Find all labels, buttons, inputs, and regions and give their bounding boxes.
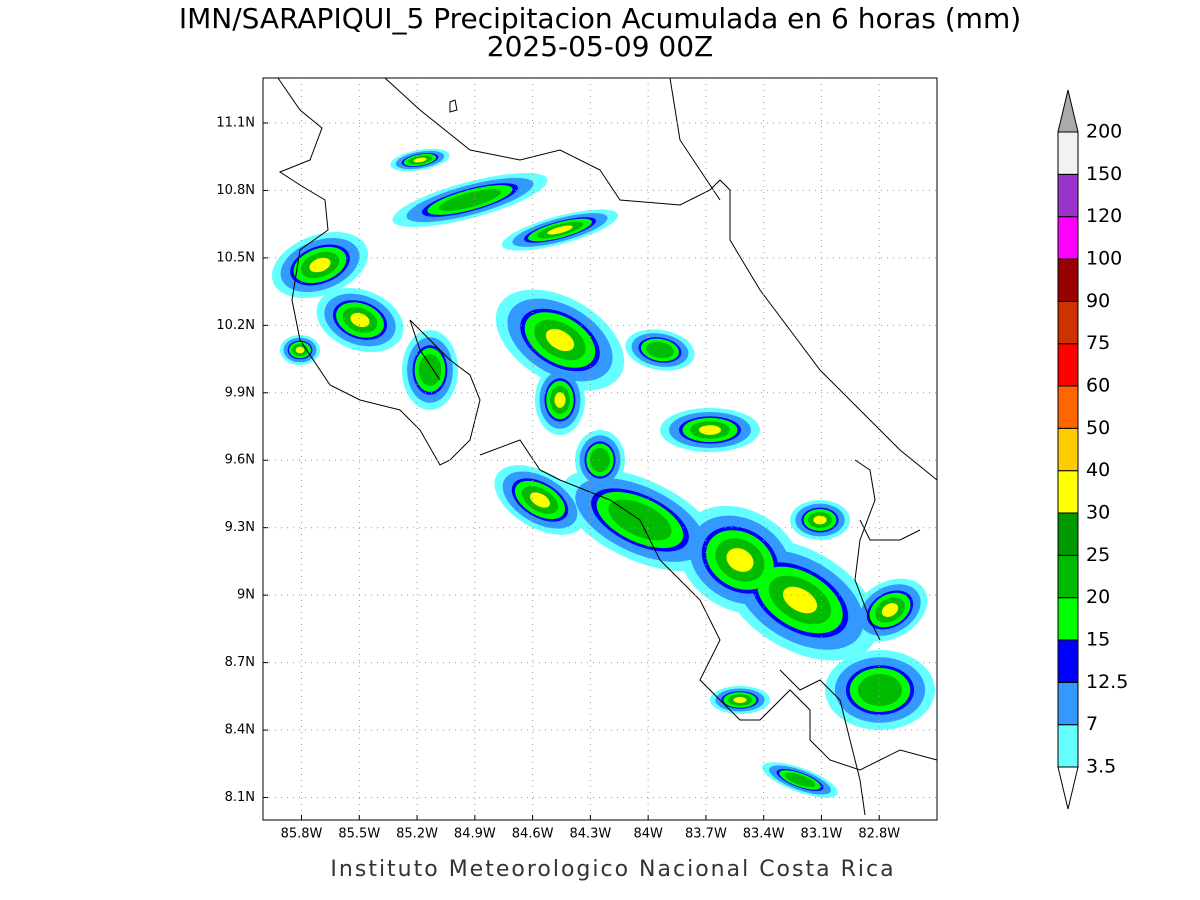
colorbar-label: 20 bbox=[1086, 586, 1110, 608]
rain-area bbox=[413, 157, 427, 163]
rain-area bbox=[726, 548, 754, 572]
rain-area bbox=[733, 696, 747, 704]
colorbar-label: 25 bbox=[1086, 544, 1110, 566]
y-tick-label: 8.1N bbox=[225, 790, 255, 805]
colorbar-segment bbox=[1057, 427, 1079, 472]
colorbar-label: 100 bbox=[1086, 248, 1122, 270]
precipitation-field bbox=[271, 148, 935, 798]
x-tick-label: 85.8W bbox=[281, 827, 323, 842]
colorbar-label: 200 bbox=[1086, 121, 1122, 143]
colorbar-segment bbox=[1057, 512, 1079, 556]
y-tick-label: 8.4N bbox=[225, 723, 255, 738]
colorbar-segment bbox=[1057, 216, 1079, 260]
colorbar-under bbox=[1057, 766, 1079, 810]
x-tick-label: 85.2W bbox=[396, 827, 438, 842]
colorbar-label: 12.5 bbox=[1086, 671, 1128, 693]
y-tick-label: 10.8N bbox=[216, 183, 255, 198]
rain-area bbox=[545, 328, 575, 352]
footer: Instituto Meteorologico Nacional Costa R… bbox=[330, 857, 895, 882]
subtitle: 2025-05-09 00Z bbox=[487, 30, 713, 63]
rain-area bbox=[858, 674, 902, 706]
y-tick-label: 9.3N bbox=[225, 520, 255, 535]
colorbar-segment bbox=[1057, 173, 1079, 218]
y-tick-label: 8.7N bbox=[225, 655, 255, 670]
colorbar-label: 3.5 bbox=[1086, 756, 1116, 778]
x-tick-label: 84.6W bbox=[512, 827, 554, 842]
colorbar-label: 75 bbox=[1086, 332, 1110, 354]
x-tick-label: 85.5W bbox=[338, 827, 380, 842]
rain-area bbox=[547, 225, 573, 235]
rain-area bbox=[881, 603, 899, 617]
colorbar-over bbox=[1057, 89, 1079, 133]
rain-area bbox=[529, 492, 551, 508]
colorbar-label: 50 bbox=[1086, 417, 1110, 439]
rain-area bbox=[309, 257, 331, 273]
colorbar-segment bbox=[1057, 131, 1079, 175]
x-tick-label: 84W bbox=[633, 827, 663, 842]
rain-area bbox=[699, 425, 721, 435]
colorbar-segment bbox=[1057, 343, 1079, 387]
x-tick-label: 84.9W bbox=[454, 827, 496, 842]
colorbar-segment bbox=[1057, 597, 1079, 641]
colorbar-segment bbox=[1057, 385, 1079, 429]
y-tick-label: 9.9N bbox=[225, 385, 255, 400]
y-tick-label: 11.1N bbox=[216, 115, 255, 130]
x-tick-label: 83.4W bbox=[743, 827, 785, 842]
y-tick-label: 9N bbox=[237, 588, 255, 603]
y-tick-label: 10.5N bbox=[216, 250, 255, 265]
colorbar-segment bbox=[1057, 554, 1079, 599]
rain-area bbox=[554, 392, 566, 408]
rain-area bbox=[813, 515, 827, 525]
rain-area bbox=[295, 346, 305, 354]
colorbar-label: 40 bbox=[1086, 459, 1110, 481]
rain-area bbox=[418, 354, 442, 386]
x-tick-label: 84.3W bbox=[569, 827, 611, 842]
colorbar-segment bbox=[1057, 470, 1079, 514]
rain-area bbox=[439, 189, 501, 211]
colorbar-label: 90 bbox=[1086, 290, 1110, 312]
rain-area bbox=[646, 341, 674, 359]
colorbar-segment bbox=[1057, 258, 1079, 302]
y-tick-label: 10.2N bbox=[216, 318, 255, 333]
map-frame bbox=[262, 77, 938, 821]
colorbar-label: 60 bbox=[1086, 375, 1110, 397]
colorbar-segment bbox=[1057, 724, 1079, 768]
colorbar-label: 30 bbox=[1086, 502, 1110, 524]
colorbar-label: 150 bbox=[1086, 163, 1122, 185]
y-tick-label: 9.6N bbox=[225, 453, 255, 468]
x-tick-label: 82.8W bbox=[858, 827, 900, 842]
rain-area bbox=[784, 772, 816, 788]
x-tick-label: 83.7W bbox=[685, 827, 727, 842]
x-tick-label: 83.1W bbox=[801, 827, 843, 842]
colorbar-label: 7 bbox=[1086, 713, 1098, 735]
colorbar-label: 120 bbox=[1086, 205, 1122, 227]
rain-area bbox=[782, 586, 818, 614]
colorbar-label: 15 bbox=[1086, 629, 1110, 651]
title: IMN/SARAPIQUI_5 Precipitacion Acumulada … bbox=[179, 2, 1021, 35]
rain-area bbox=[350, 312, 370, 328]
colorbar-segment bbox=[1057, 300, 1079, 345]
colorbar-segment bbox=[1057, 681, 1079, 726]
coastlines bbox=[277, 77, 938, 816]
colorbar-segment bbox=[1057, 639, 1079, 683]
